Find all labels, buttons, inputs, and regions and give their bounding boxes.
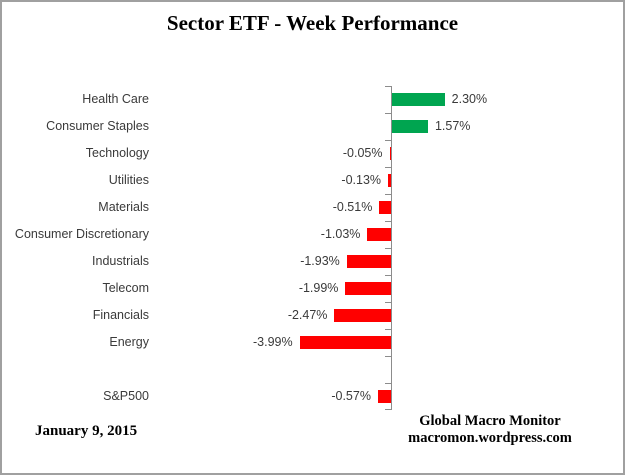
axis-tick (385, 302, 391, 303)
axis-tick (385, 86, 391, 87)
bar-health-care (392, 93, 445, 106)
value-label-health-care: 2.30% (451, 92, 488, 106)
value-label-consumer-discretionary: -1.03% (320, 227, 361, 241)
value-label-materials: -0.51% (332, 200, 373, 214)
category-label-consumer-staples: Consumer Staples (46, 119, 149, 133)
category-label-technology: Technology (85, 146, 149, 160)
category-label-financials: Financials (92, 308, 149, 322)
value-label-technology: -0.05% (342, 146, 383, 160)
source-url: macromon.wordpress.com (408, 430, 572, 446)
value-axis (391, 86, 392, 410)
value-label-energy: -3.99% (253, 335, 293, 349)
value-label-telecom: -1.99% (298, 281, 339, 295)
category-label-energy: Energy (109, 335, 149, 349)
value-label-financials: -2.47% (287, 308, 328, 322)
category-label-telecom: Telecom (102, 281, 149, 295)
axis-tick (385, 194, 391, 195)
category-label-materials: Materials (98, 200, 149, 214)
bar-s-p500 (377, 390, 391, 403)
category-label-industrials: Industrials (92, 254, 149, 268)
category-label-s-p500: S&P500 (103, 389, 149, 403)
bar-consumer-staples (392, 120, 428, 133)
bar-consumer-discretionary (367, 228, 391, 241)
bar-energy (299, 336, 391, 349)
axis-tick (385, 140, 391, 141)
bar-telecom (345, 282, 391, 295)
date-label: January 9, 2015 (35, 423, 138, 439)
axis-tick (385, 275, 391, 276)
category-label-utilities: Utilities (108, 173, 149, 187)
axis-tick (385, 356, 391, 357)
axis-tick (385, 383, 391, 384)
category-label-health-care: Health Care (82, 92, 149, 106)
bar-financials (334, 309, 391, 322)
axis-tick (385, 221, 391, 222)
value-label-industrials: -1.93% (300, 254, 340, 268)
axis-tick (385, 329, 391, 330)
plot-area: Health Care 2.30% Consumer Staples 1.57% Tec… (2, 86, 623, 412)
value-label-utilities: -0.13% (341, 173, 382, 187)
category-label-consumer-discretionary: Consumer Discretionary (14, 227, 149, 241)
bar-industrials (346, 255, 391, 268)
chart-title: Sector ETF - Week Performance (166, 11, 459, 35)
axis-tick (385, 113, 391, 114)
bar-technology (389, 147, 391, 160)
source-block: Global Macro Monitor macromon.wordpress.… (384, 413, 596, 447)
source-name: Global Macro Monitor (419, 413, 561, 429)
axis-tick (385, 248, 391, 249)
axis-tick (385, 409, 391, 410)
value-label-consumer-staples: 1.57% (434, 119, 471, 133)
axis-tick (385, 167, 391, 168)
value-label-s-p500: -0.57% (331, 389, 371, 403)
bar-utilities (388, 174, 391, 187)
bar-materials (379, 201, 391, 214)
